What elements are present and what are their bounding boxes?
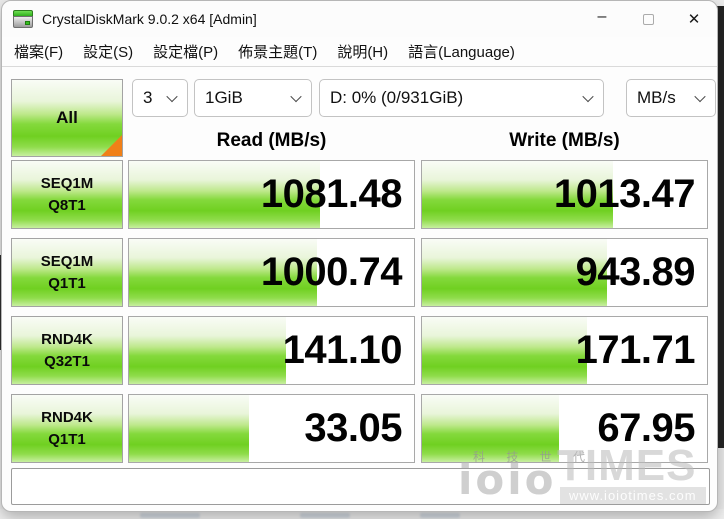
test-label-line1: SEQ1M xyxy=(40,253,94,270)
write-result-cell: 943.89 xyxy=(421,238,708,307)
target-drive-value: D: 0% (0/931GiB) xyxy=(330,88,464,107)
chevron-down-icon xyxy=(166,90,178,103)
write-result-value: 67.95 xyxy=(597,406,695,450)
background-window-right xyxy=(717,6,724,448)
test-count-dropdown[interactable]: 3 xyxy=(132,79,188,117)
run-all-label: All xyxy=(56,108,78,127)
test-label-line1: RND4K xyxy=(41,409,93,426)
menu-theme[interactable]: 佈景主題(T) xyxy=(238,44,318,61)
result-fill-bar xyxy=(129,395,249,462)
target-drive-dropdown[interactable]: D: 0% (0/931GiB) xyxy=(319,79,604,117)
close-icon: ✕ xyxy=(687,11,701,28)
test-button-seq1m-q1t1[interactable]: SEQ1M Q1T1 xyxy=(11,238,123,307)
background-bottom-strip xyxy=(0,509,724,519)
result-fill-bar xyxy=(422,239,608,306)
write-result-cell: 171.71 xyxy=(421,316,708,385)
read-result-cell: 141.10 xyxy=(128,316,415,385)
write-result-cell: 1013.47 xyxy=(421,160,708,229)
read-column-header: Read (MB/s) xyxy=(216,130,327,151)
result-fill-bar xyxy=(422,161,613,228)
read-result-cell: 33.05 xyxy=(128,394,415,463)
read-result-cell: 1081.48 xyxy=(128,160,415,229)
test-button-rnd4k-q1t1[interactable]: RND4K Q1T1 xyxy=(11,394,123,463)
menu-language[interactable]: 語言(Language) xyxy=(408,44,515,61)
chevron-down-icon xyxy=(694,90,706,103)
background-blur-shape xyxy=(140,513,200,518)
menu-bar: 檔案(F) 設定(S) 設定檔(P) 佈景主題(T) 說明(H) 語言(Lang… xyxy=(2,37,717,67)
write-result-value: 1013.47 xyxy=(553,172,696,216)
run-all-button[interactable]: All xyxy=(11,79,123,157)
read-result-cell: 1000.74 xyxy=(128,238,415,307)
app-disk-icon xyxy=(13,10,33,28)
test-button-seq1m-q8t1[interactable]: SEQ1M Q8T1 xyxy=(11,160,123,229)
read-result-value: 1000.74 xyxy=(260,250,403,294)
maximize-button[interactable] xyxy=(625,1,671,37)
test-label-line2: Q32T1 xyxy=(44,353,90,370)
read-result-value: 1081.48 xyxy=(260,172,403,216)
write-result-value: 943.89 xyxy=(575,250,696,294)
write-result-value: 171.71 xyxy=(575,328,696,372)
write-result-cell: 67.95 xyxy=(421,394,708,463)
test-size-dropdown[interactable]: 1GiB xyxy=(194,79,312,117)
menu-help[interactable]: 說明(H) xyxy=(337,44,389,61)
title-bar: CrystalDiskMark 9.0.2 x64 [Admin] – ✕ xyxy=(2,1,717,37)
background-blur-shape xyxy=(420,513,460,518)
test-size-value: 1GiB xyxy=(205,88,243,107)
all-button-corner-marker xyxy=(101,135,122,156)
menu-profile[interactable]: 設定檔(P) xyxy=(153,44,219,61)
close-button[interactable]: ✕ xyxy=(671,1,717,37)
minimize-icon: – xyxy=(597,8,607,25)
result-fill-bar xyxy=(129,239,318,306)
test-label-line2: Q1T1 xyxy=(48,431,86,448)
window-title: CrystalDiskMark 9.0.2 x64 [Admin] xyxy=(42,11,257,27)
test-label-line2: Q8T1 xyxy=(48,197,86,214)
read-result-value: 33.05 xyxy=(304,406,402,450)
test-count-value: 3 xyxy=(143,88,153,107)
window-controls: – ✕ xyxy=(579,1,717,37)
test-label-line1: SEQ1M xyxy=(40,175,94,192)
maximize-icon xyxy=(642,13,654,25)
crystaldiskmark-window: CrystalDiskMark 9.0.2 x64 [Admin] – ✕ 檔案… xyxy=(1,0,718,512)
test-label-line2: Q1T1 xyxy=(48,275,86,292)
comment-input[interactable] xyxy=(11,468,710,505)
write-column-header: Write (MB/s) xyxy=(509,130,620,151)
test-button-rnd4k-q32t1[interactable]: RND4K Q32T1 xyxy=(11,316,123,385)
result-fill-bar xyxy=(422,395,559,462)
chevron-down-icon xyxy=(582,90,594,103)
unit-dropdown[interactable]: MB/s xyxy=(626,79,716,117)
test-label-line1: RND4K xyxy=(41,331,93,348)
background-blur-shape xyxy=(300,513,350,518)
chevron-down-icon xyxy=(290,90,302,103)
menu-file[interactable]: 檔案(F) xyxy=(14,44,64,61)
menu-settings[interactable]: 設定(S) xyxy=(83,44,134,61)
result-fill-bar xyxy=(129,161,320,228)
read-result-value: 141.10 xyxy=(282,328,403,372)
unit-value: MB/s xyxy=(637,88,676,107)
minimize-button[interactable]: – xyxy=(579,1,625,37)
result-fill-bar xyxy=(422,317,588,384)
result-fill-bar xyxy=(129,317,286,384)
